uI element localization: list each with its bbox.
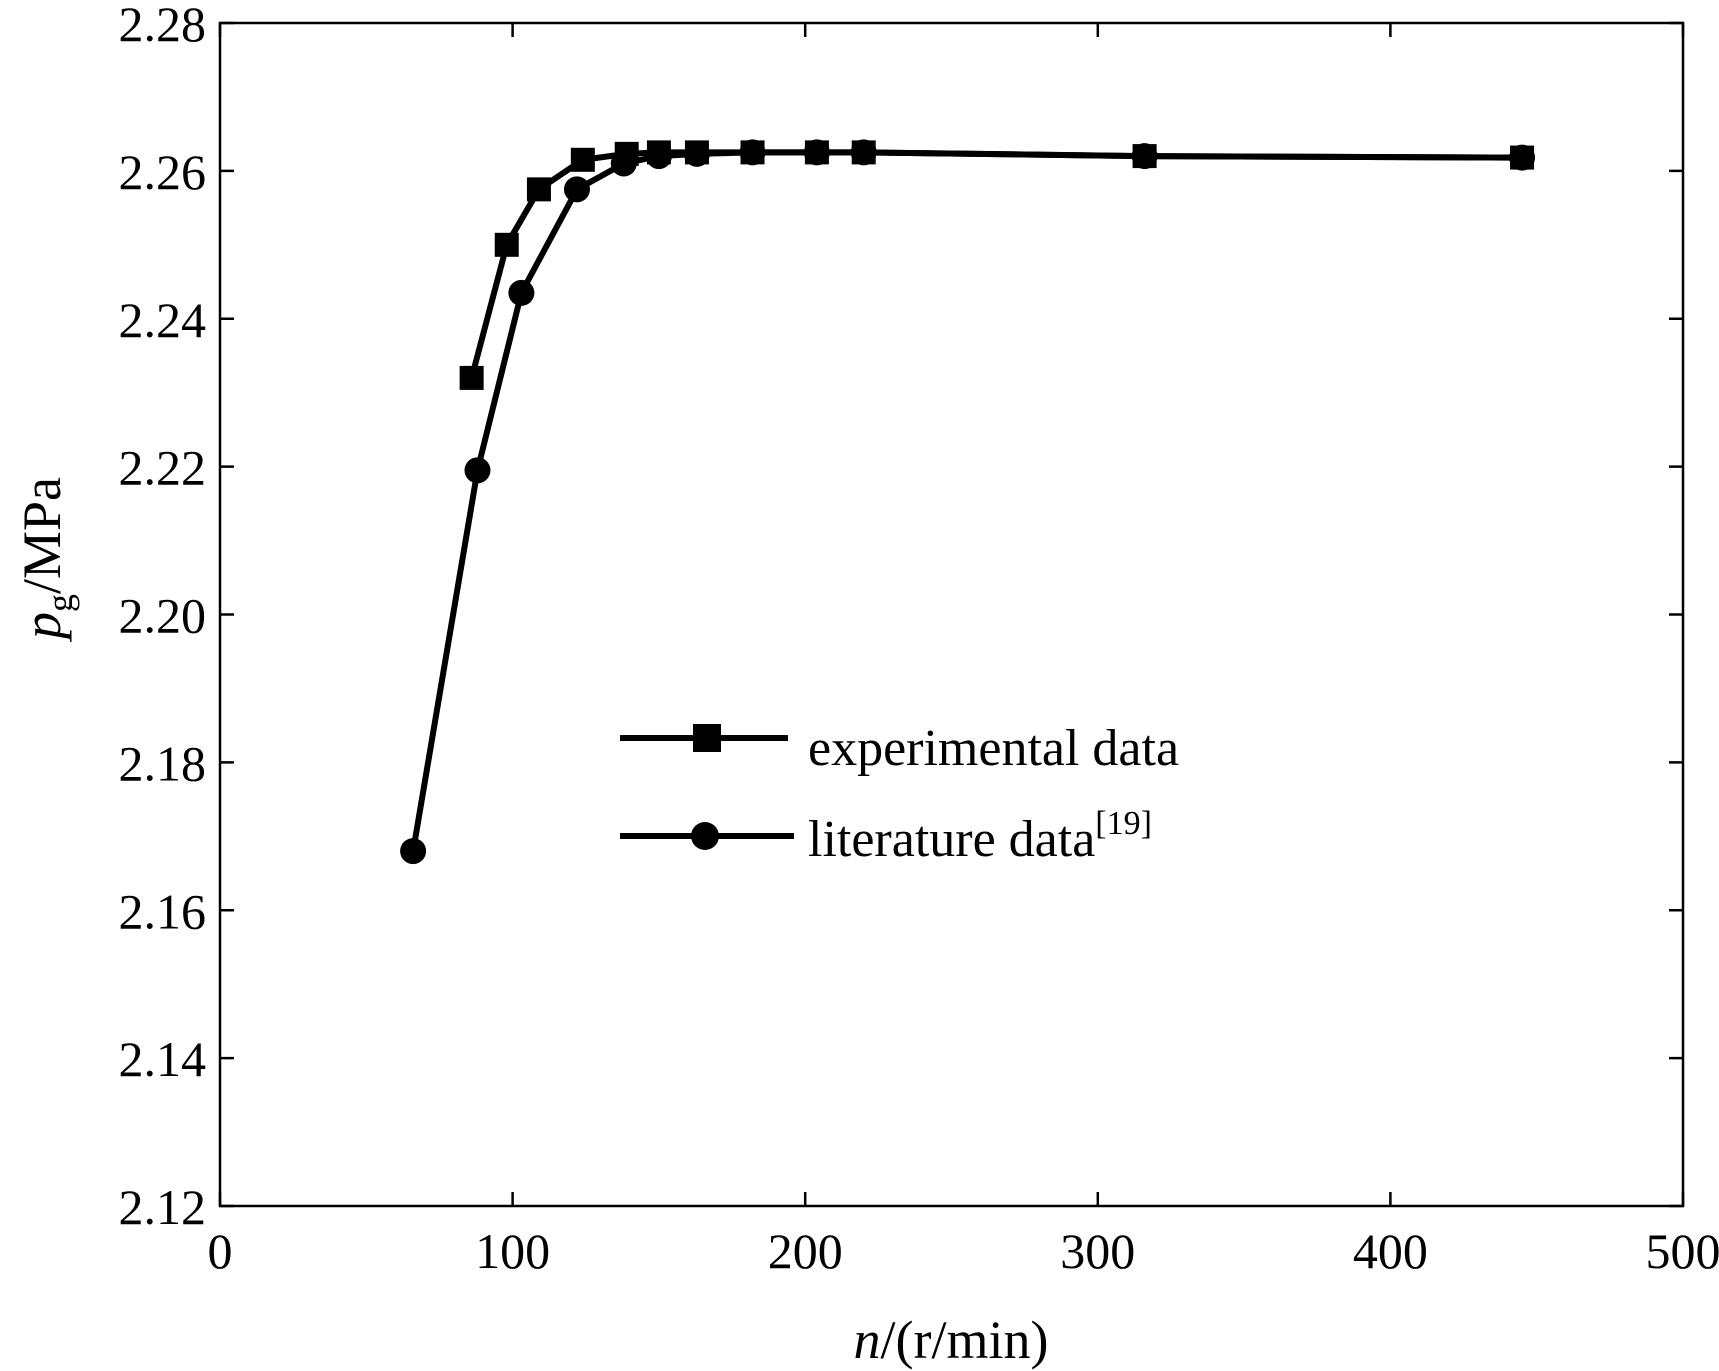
data-point-literature <box>803 139 830 166</box>
x-tick-label: 500 <box>1646 1223 1719 1279</box>
plot-frame <box>218 21 1685 1208</box>
data-point-literature <box>645 143 672 170</box>
data-point-literature <box>464 457 491 484</box>
y-tick-label: 2.24 <box>119 292 207 348</box>
legend: experimental data literature data[19] <box>620 720 1179 868</box>
data-point-literature <box>850 139 877 166</box>
y-axis-label: pg/MPa <box>12 477 80 643</box>
data-point-literature <box>610 150 637 177</box>
legend-marker-square <box>693 724 721 752</box>
legend-label-experimental: experimental data <box>808 720 1179 777</box>
y-tick-label: 2.14 <box>119 1031 207 1087</box>
legend-label-literature-citation: [19] <box>1095 805 1152 842</box>
x-tick-label: 100 <box>475 1223 550 1279</box>
legend-label-literature-text: literature data <box>808 811 1095 868</box>
y-tick-label: 2.12 <box>119 1179 207 1235</box>
x-axis-unit: /(r/min) <box>881 1310 1049 1370</box>
x-tick-label: 400 <box>1353 1223 1428 1279</box>
data-point-experimental <box>526 177 551 202</box>
y-axis-variable: p <box>12 612 72 643</box>
y-axis-unit: /MPa <box>12 477 72 594</box>
axis-tick-labels: 0 100 200 300 400 500 2.12 2.14 2.16 2.18 2.20 2.22… <box>119 0 1719 1279</box>
x-tick-label: 0 <box>208 1223 233 1279</box>
x-tick-label: 200 <box>768 1223 843 1279</box>
data-point-literature <box>400 838 427 865</box>
x-axis-variable: n <box>854 1310 881 1370</box>
data-point-literature <box>1509 144 1536 171</box>
y-axis-subscript: g <box>40 594 80 612</box>
y-tick-label: 2.28 <box>119 0 207 52</box>
series-layer <box>400 139 1536 865</box>
x-tick-label: 300 <box>1060 1223 1135 1279</box>
x-axis-label: n/(r/min) <box>854 1310 1049 1370</box>
data-point-literature <box>683 140 710 167</box>
data-point-literature <box>739 139 766 166</box>
y-tick-label: 2.18 <box>119 735 207 791</box>
legend-label-literature: literature data[19] <box>808 805 1152 868</box>
y-tick-label: 2.20 <box>119 588 207 644</box>
legend-marker-circle <box>691 822 719 850</box>
axis-ticks <box>218 21 1685 1208</box>
data-point-experimental <box>570 147 595 172</box>
series-line-experimental <box>468 149 1523 379</box>
data-point-literature <box>1131 143 1158 170</box>
data-point-experimental <box>494 232 519 257</box>
data-point-experimental <box>459 365 484 390</box>
y-tick-label: 2.22 <box>119 440 207 496</box>
data-point-literature <box>508 279 535 306</box>
y-tick-label: 2.16 <box>119 883 207 939</box>
series-line-literature <box>410 149 1523 852</box>
data-point-literature <box>563 176 590 203</box>
y-tick-label: 2.26 <box>119 144 207 200</box>
